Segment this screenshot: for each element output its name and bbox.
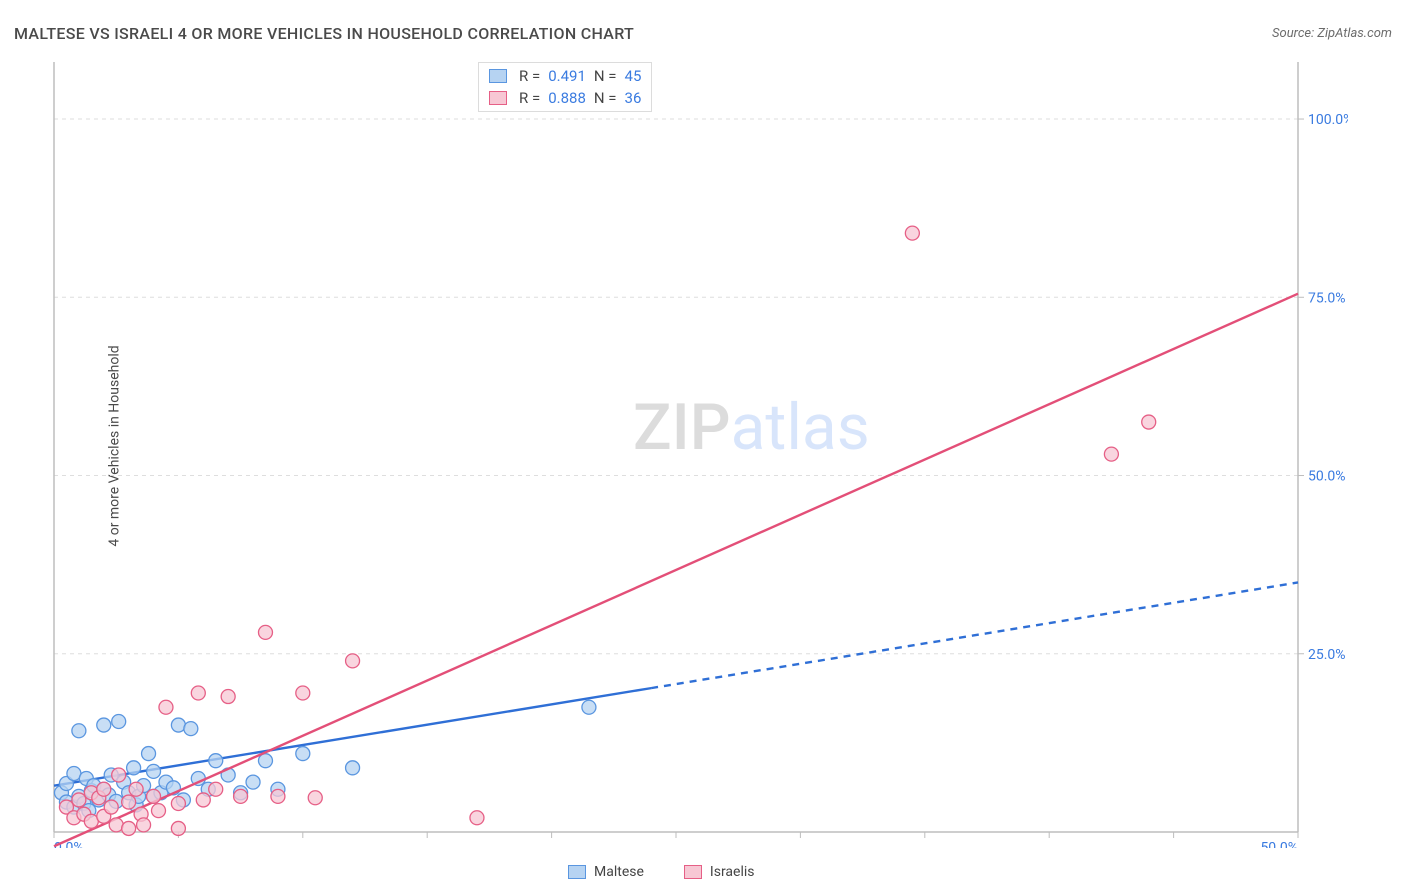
data-point-israelis <box>112 768 126 782</box>
data-point-maltese <box>184 722 198 736</box>
data-point-maltese <box>171 718 185 732</box>
legend-swatch <box>568 865 586 879</box>
data-point-israelis <box>209 782 223 796</box>
data-point-israelis <box>1104 447 1118 461</box>
data-point-maltese <box>582 700 596 714</box>
data-point-maltese <box>296 747 310 761</box>
data-point-maltese <box>127 761 141 775</box>
data-point-maltese <box>209 754 223 768</box>
data-point-israelis <box>1142 415 1156 429</box>
y-tick-label: 75.0% <box>1308 290 1346 306</box>
data-point-israelis <box>221 690 235 704</box>
data-point-israelis <box>271 789 285 803</box>
legend-n-value: 45 <box>625 67 642 85</box>
legend-r-value: 0.888 <box>548 89 586 107</box>
data-point-israelis <box>129 782 143 796</box>
legend-n-value: 36 <box>625 89 642 107</box>
legend-swatch <box>684 865 702 879</box>
source-attribution: Source: ZipAtlas.com <box>1272 26 1392 41</box>
correlation-legend: R = 0.491 N = 45 R = 0.888 N = 36 <box>478 62 652 112</box>
legend-swatch <box>489 69 507 83</box>
data-point-israelis <box>196 793 210 807</box>
data-point-israelis <box>151 804 165 818</box>
scatter-chart: 0.0%50.0%25.0%50.0%75.0%100.0% <box>48 58 1348 848</box>
y-tick-label: 100.0% <box>1308 112 1348 128</box>
chart-area: 0.0%50.0%25.0%50.0%75.0%100.0% ZIPatlas … <box>48 58 1348 848</box>
legend-n-label: N = <box>594 67 617 85</box>
legend-item: Maltese <box>568 864 644 880</box>
data-point-maltese <box>147 764 161 778</box>
legend-item: Israelis <box>684 864 755 880</box>
data-point-israelis <box>159 700 173 714</box>
data-point-maltese <box>72 724 86 738</box>
regression-line-israelis <box>54 294 1298 847</box>
data-point-israelis <box>171 796 185 810</box>
data-point-maltese <box>142 747 156 761</box>
legend-label: Israelis <box>710 864 755 880</box>
data-point-israelis <box>308 791 322 805</box>
data-point-israelis <box>171 821 185 835</box>
data-point-maltese <box>112 714 126 728</box>
y-tick-label: 50.0% <box>1308 469 1346 485</box>
legend-r-label: R = <box>519 89 540 107</box>
data-point-maltese <box>246 775 260 789</box>
data-point-israelis <box>470 811 484 825</box>
data-point-israelis <box>258 625 272 639</box>
data-point-israelis <box>191 686 205 700</box>
legend-n-label: N = <box>594 89 617 107</box>
data-point-israelis <box>346 654 360 668</box>
data-point-israelis <box>234 789 248 803</box>
regression-line-ext-maltese <box>651 582 1298 688</box>
data-point-maltese <box>97 718 111 732</box>
data-point-israelis <box>72 793 86 807</box>
x-tick-label: 50.0% <box>1260 840 1298 848</box>
legend-label: Maltese <box>594 864 644 880</box>
legend-r-value: 0.491 <box>548 67 586 85</box>
y-tick-label: 25.0% <box>1308 647 1346 663</box>
data-point-israelis <box>147 789 161 803</box>
data-point-israelis <box>137 818 151 832</box>
data-point-israelis <box>122 795 136 809</box>
header-bar: MALTESE VS ISRAELI 4 OR MORE VEHICLES IN… <box>14 24 1392 43</box>
data-point-israelis <box>905 226 919 240</box>
data-point-israelis <box>104 800 118 814</box>
data-point-israelis <box>122 821 136 835</box>
data-point-israelis <box>296 686 310 700</box>
data-point-israelis <box>97 782 111 796</box>
data-point-maltese <box>346 761 360 775</box>
series-legend: Maltese Israelis <box>568 864 754 880</box>
legend-r-label: R = <box>519 67 540 85</box>
chart-title: MALTESE VS ISRAELI 4 OR MORE VEHICLES IN… <box>14 24 634 43</box>
data-point-israelis <box>109 818 123 832</box>
legend-swatch <box>489 91 507 105</box>
